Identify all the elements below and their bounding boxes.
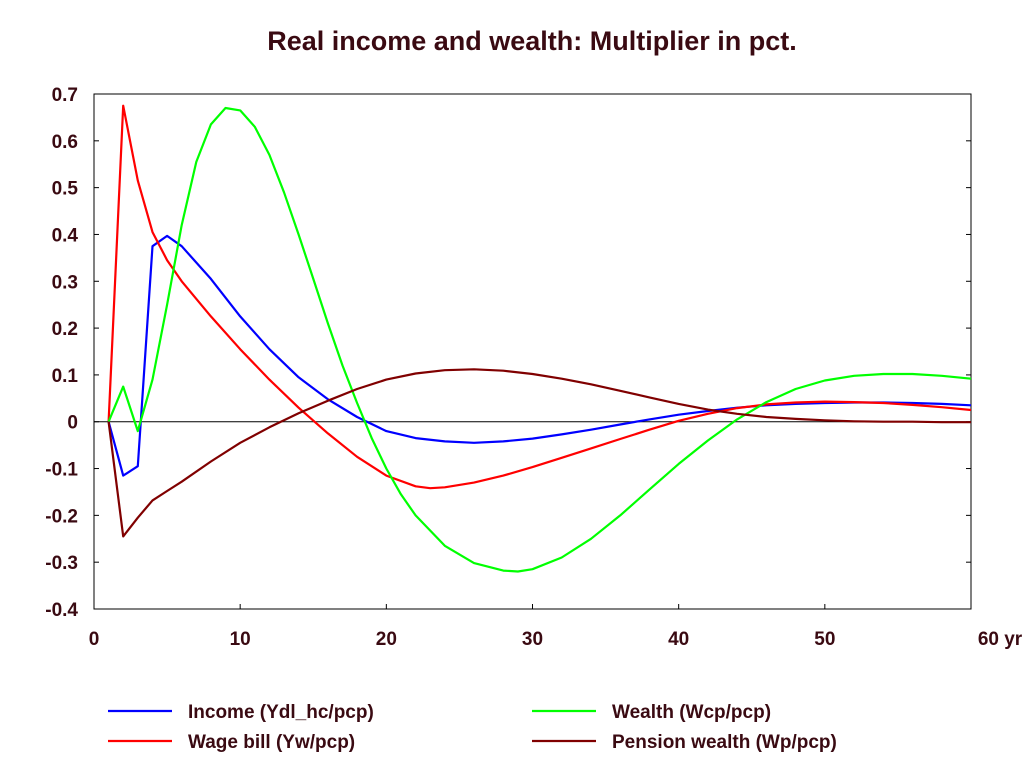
y-tick-label: 0.5 [52,179,79,200]
y-tick-label: 0 [67,413,78,434]
y-tick-label: 0.6 [52,132,78,153]
legend-label-3: Wealth (Wcp/pcp) [612,702,771,723]
legend: Income (Ydl_hc/pcp) Wage bill (Yw/pcp) Wea… [108,702,837,753]
y-tick-label: 0.2 [52,319,78,340]
x-tick-label: 40 [668,629,689,650]
plot-frame [93,93,972,610]
series-line-1 [107,234,972,477]
series-line-3 [107,106,972,573]
x-tick-label: 0 [89,629,100,650]
y-tick-label: 0.1 [52,366,79,387]
y-tick-label: -0.4 [45,600,78,621]
legend-label-2: Wage bill (Yw/pcp) [188,732,355,753]
y-tick-label: 0.3 [52,272,78,293]
y-tick-label: -0.2 [45,506,78,527]
y-tick-label: -0.3 [45,553,78,574]
series-layer [107,104,972,573]
x-tick-label: 50 [814,629,835,650]
x-tick-label: 10 [230,629,251,650]
y-tick-label: 0.4 [52,225,79,246]
x-tick-label: 20 [376,629,397,650]
x-tick-label: 30 [522,629,543,650]
x-tick-label: 60 yr [978,629,1023,650]
y-tick-label: 0.7 [52,85,78,106]
y-tick-label: -0.1 [45,460,78,481]
chart-title: Real income and wealth: Multiplier in pc… [267,26,797,56]
ticks-layer: 0.7 0.6 0.5 0.4 0.3 0.2 0.1 0 -0.1 -0.2 -0.3 -0.4 0 1… [45,85,1023,650]
legend-label-1: Income (Ydl_hc/pcp) [188,702,374,723]
series-line-2 [107,104,972,490]
legend-label-4: Pension wealth (Wp/pcp) [612,732,837,753]
series-line-4 [107,368,971,538]
